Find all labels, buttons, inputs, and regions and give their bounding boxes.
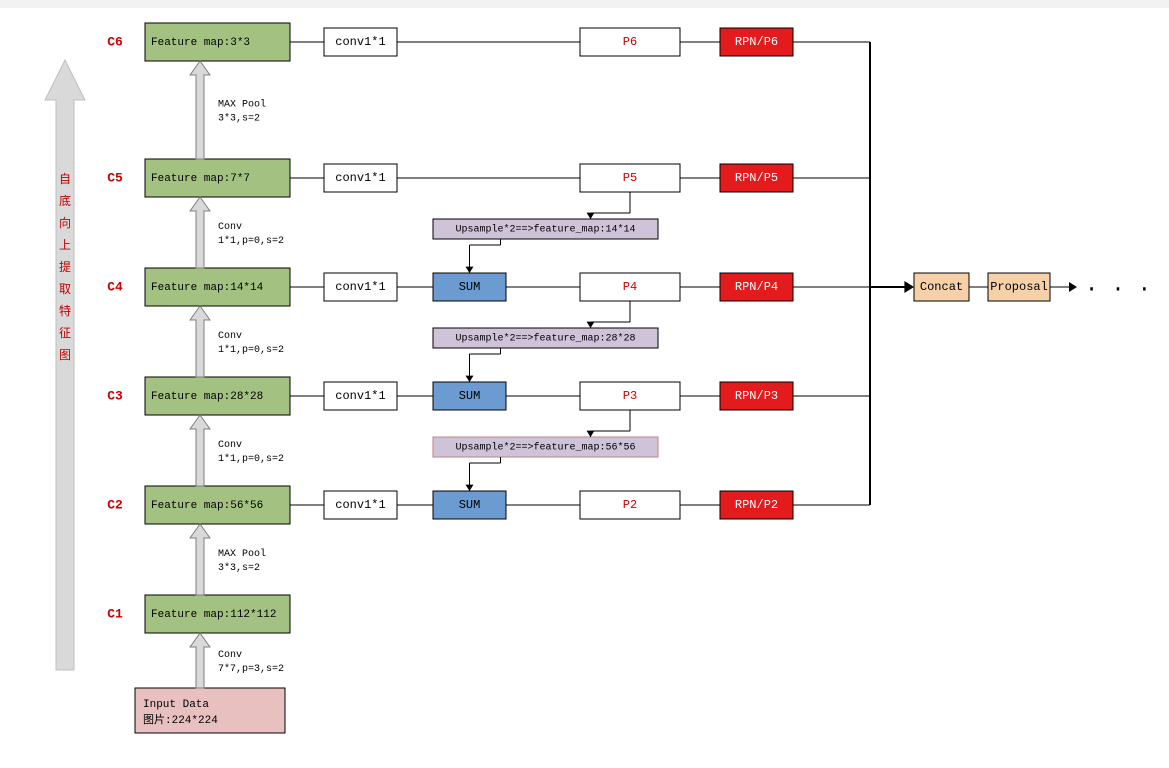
input-line2: 图片:224*224 <box>143 713 218 727</box>
vedge-l1: Conv <box>218 331 242 342</box>
ellipsis: · · · <box>1085 277 1151 302</box>
big-arrow <box>45 60 85 670</box>
stage-label-C2: C2 <box>107 497 123 512</box>
arrowhead <box>466 376 474 382</box>
big-arrow-label: 征 <box>59 326 71 341</box>
stage-text-C5: Feature map:7*7 <box>151 173 250 185</box>
conv-text-C5: conv1*1 <box>335 171 385 185</box>
vedge-l1: Conv <box>218 440 242 451</box>
p-text-C2: P2 <box>623 498 637 512</box>
block-arrow-up <box>190 61 210 159</box>
stage-text-C3: Feature map:28*28 <box>151 391 263 403</box>
block-arrow-up <box>190 633 210 688</box>
big-arrow-label: 图 <box>59 349 71 363</box>
big-arrow-label: 向 <box>59 215 71 231</box>
rpn-text-C3: RPN/P3 <box>735 389 778 403</box>
p-text-C6: P6 <box>623 35 637 49</box>
stage-label-C3: C3 <box>107 388 123 403</box>
vedge-l1: MAX Pool <box>218 548 266 560</box>
stage-text-C4: Feature map:14*14 <box>151 282 264 294</box>
vedge-l2: 1*1,p=0,s=2 <box>218 344 284 356</box>
vedge-l2: 7*7,p=3,s=2 <box>218 663 284 675</box>
rpn-text-C5: RPN/P5 <box>735 171 778 185</box>
arrowhead <box>587 431 595 437</box>
p-text-C5: P5 <box>623 171 637 185</box>
stage-label-C1: C1 <box>107 606 123 621</box>
arrowhead <box>904 281 914 293</box>
conv-text-C3: conv1*1 <box>335 389 385 403</box>
stage-text-C2: Feature map:56*56 <box>151 500 263 512</box>
arrowhead <box>466 267 474 273</box>
sum-text-C3: SUM <box>459 389 481 403</box>
conv-text-C4: conv1*1 <box>335 280 385 294</box>
conv-text-C6: conv1*1 <box>335 35 385 49</box>
stage-label-C5: C5 <box>107 170 123 185</box>
big-arrow-label: 上 <box>59 238 71 253</box>
big-arrow-label: 取 <box>59 283 71 297</box>
upsample-text-C4: Upsample*2==>feature_map:28*28 <box>455 333 635 345</box>
arrowhead <box>587 322 595 328</box>
concat-text: Concat <box>920 280 963 294</box>
arrowhead <box>466 485 474 491</box>
sum-text-C2: SUM <box>459 498 481 512</box>
vedge-l1: Conv <box>218 222 242 233</box>
arrowhead <box>1069 282 1077 292</box>
stage-text-C1: Feature map:112*112 <box>151 609 276 621</box>
big-arrow-label: 底 <box>59 193 71 209</box>
fpn-diagram: 自底向上提取特征图 Input Data 图片:224*224 C1 Feature m… <box>0 0 1169 768</box>
vedge-l2: 1*1,p=0,s=2 <box>218 453 284 465</box>
sum-text-C4: SUM <box>459 280 481 294</box>
p-text-C3: P3 <box>623 389 637 403</box>
vedge-l1: MAX Pool <box>218 99 266 111</box>
upsample-text-C3: Upsample*2==>feature_map:56*56 <box>455 442 635 454</box>
stage-label-C6: C6 <box>107 34 123 49</box>
top-band <box>0 0 1169 8</box>
big-arrow-label: 自 <box>59 172 71 187</box>
stage-label-C4: C4 <box>107 279 123 294</box>
input-line1: Input Data <box>143 699 209 711</box>
conv-text-C2: conv1*1 <box>335 498 385 512</box>
vedge-l2: 3*3,s=2 <box>218 562 260 574</box>
block-arrow-up <box>190 197 210 268</box>
stage-text-C6: Feature map:3*3 <box>151 37 250 49</box>
p-text-C4: P4 <box>623 280 637 294</box>
rpn-text-C6: RPN/P6 <box>735 35 778 49</box>
vedge-l1: Conv <box>218 650 242 661</box>
block-arrow-up <box>190 306 210 377</box>
rpn-text-C4: RPN/P4 <box>735 280 778 294</box>
block-arrow-up <box>190 524 210 595</box>
arrowhead <box>587 213 595 219</box>
big-arrow-label: 特 <box>59 303 71 319</box>
upsample-text-C5: Upsample*2==>feature_map:14*14 <box>455 224 635 236</box>
block-arrow-up <box>190 415 210 486</box>
rpn-text-C2: RPN/P2 <box>735 498 778 512</box>
vedge-l2: 3*3,s=2 <box>218 113 260 125</box>
big-arrow-label: 提 <box>59 259 71 275</box>
proposal-text: Proposal <box>990 280 1048 294</box>
vedge-l2: 1*1,p=0,s=2 <box>218 235 284 247</box>
